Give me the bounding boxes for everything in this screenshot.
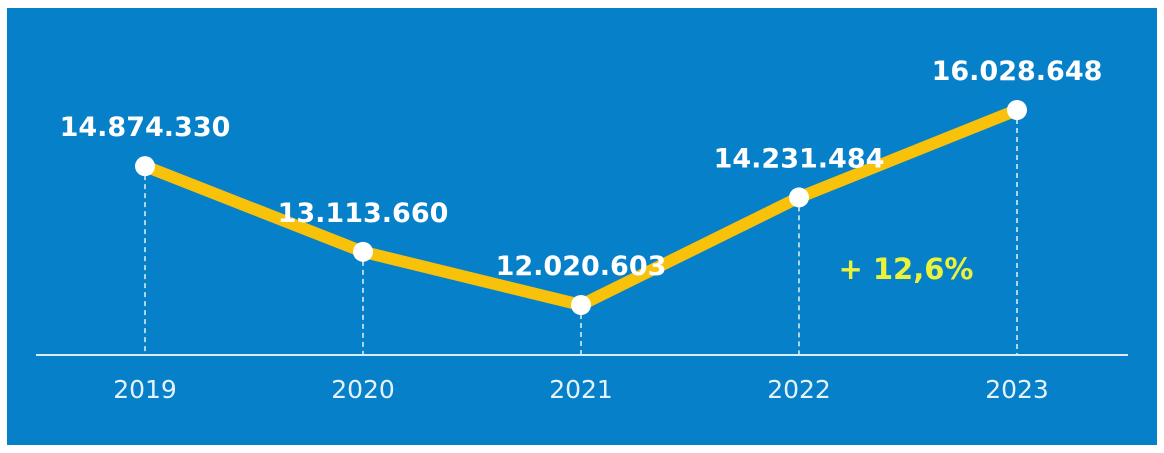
data-point-2021 <box>571 295 591 315</box>
x-tick-labels: 2019 2020 2021 2022 2023 <box>113 375 1049 404</box>
x-tick-label-2023: 2023 <box>985 375 1049 404</box>
value-label-2022: 14.231.484 <box>714 143 885 174</box>
data-point-2022 <box>789 187 809 208</box>
data-point-2019 <box>135 156 155 177</box>
data-point-2023 <box>1007 100 1027 120</box>
x-tick-label-2022: 2022 <box>767 375 831 404</box>
x-tick-label-2019: 2019 <box>113 375 177 404</box>
value-label-2020: 13.113.660 <box>278 198 449 229</box>
value-label-2021: 12.020.603 <box>496 251 667 282</box>
data-markers <box>135 100 1027 315</box>
value-labels: 14.874.330 13.113.660 12.020.603 14.231.484… <box>60 56 1103 282</box>
value-label-2023: 16.028.648 <box>932 56 1103 87</box>
x-tick-label-2020: 2020 <box>331 375 395 404</box>
growth-annotation: + 12,6% <box>838 252 973 286</box>
value-label-2019: 14.874.330 <box>60 112 231 143</box>
chart-panel <box>7 8 1157 445</box>
drop-lines <box>144 110 1018 355</box>
x-tick-label-2021: 2021 <box>549 375 613 404</box>
data-point-2020 <box>353 241 373 262</box>
